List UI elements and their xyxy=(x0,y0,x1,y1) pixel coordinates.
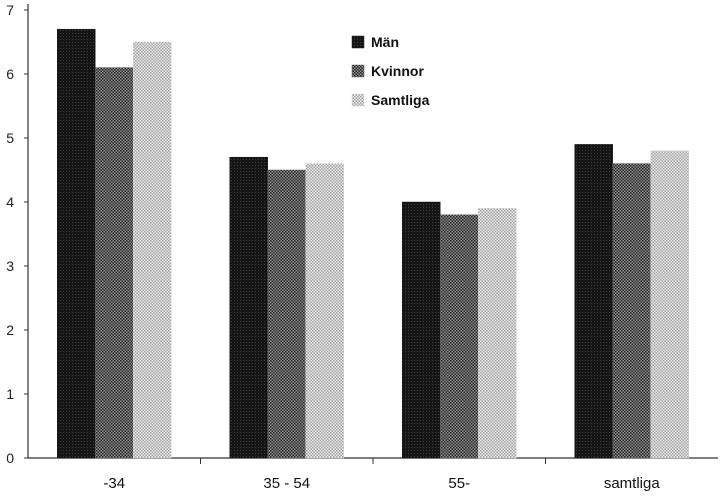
bar-samtliga-0 xyxy=(133,41,172,459)
bar-kvinnor-3 xyxy=(612,163,651,459)
legend-swatch xyxy=(351,64,365,78)
legend-label: Samtliga xyxy=(371,92,430,108)
bar-män-1 xyxy=(229,156,268,459)
legend-swatch xyxy=(351,35,365,49)
bar-samtliga-3 xyxy=(650,150,689,459)
bar-kvinnor-1 xyxy=(267,169,306,459)
legend-swatch xyxy=(351,93,365,107)
y-tick-label: 7 xyxy=(6,2,14,18)
bar-samtliga-2 xyxy=(478,208,517,459)
y-tick-label: 0 xyxy=(6,450,14,466)
y-tick-label: 1 xyxy=(6,386,14,402)
y-tick-label: 5 xyxy=(6,130,14,146)
bar-samtliga-1 xyxy=(305,163,344,459)
x-tick-label: 55- xyxy=(448,475,470,492)
x-tick-label: -34 xyxy=(103,475,125,492)
y-tick-label: 4 xyxy=(6,194,14,210)
y-tick-label: 3 xyxy=(6,258,14,274)
x-tick-label: 35 - 54 xyxy=(263,475,310,492)
bar-män-0 xyxy=(57,28,96,459)
bar-kvinnor-0 xyxy=(95,67,134,459)
bar-män-2 xyxy=(402,201,441,459)
bar-kvinnor-2 xyxy=(440,214,479,459)
bar-män-3 xyxy=(574,144,613,459)
y-tick-label: 6 xyxy=(6,66,14,82)
legend-label: Kvinnor xyxy=(371,63,424,79)
y-tick-label: 2 xyxy=(6,322,14,338)
x-tick-label: samtliga xyxy=(604,475,661,492)
legend-label: Män xyxy=(371,34,399,50)
